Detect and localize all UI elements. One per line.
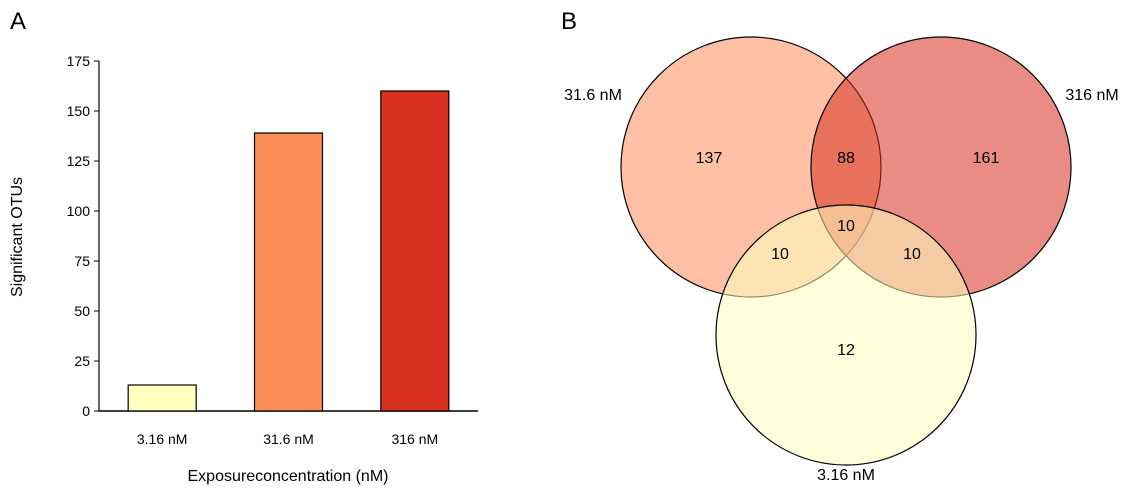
panel-label-b: B [561, 8, 578, 35]
x-tick-label: 3.16 nM [137, 431, 188, 447]
venn-region-count: 10 [903, 246, 921, 263]
y-tick-label: 0 [82, 403, 90, 419]
venn-region-count: 88 [837, 150, 855, 167]
venn-region-count: 137 [696, 150, 723, 167]
y-tick-label: 50 [74, 303, 90, 319]
venn-set-label: 31.6 nM [564, 87, 622, 104]
y-tick-label: 175 [67, 53, 91, 69]
bar [380, 90, 450, 412]
panel-label-a: A [10, 8, 27, 35]
venn-region-labels: 137 161 12 88 10 10 10 [696, 150, 1000, 359]
bar [253, 132, 324, 412]
venn-region-count: 12 [837, 342, 855, 359]
venn-set-label: 3.16 nM [817, 467, 875, 484]
x-tick-label: 31.6 nM [263, 431, 314, 447]
venn-region-count: 10 [837, 218, 855, 235]
bar [127, 384, 197, 412]
y-axis-label: Significant OTUs [9, 177, 26, 297]
x-tick-label: 316 nM [391, 431, 438, 447]
y-tick-label: 150 [67, 103, 91, 119]
bar-marks: 3.16 nM 31.6 nM 316 nM [127, 90, 450, 447]
y-tick-label: 75 [74, 253, 90, 269]
x-axis-label: Exposureconcentration (nM) [188, 468, 389, 485]
y-tick-label: 100 [67, 203, 91, 219]
venn-set-label: 316 nM [1065, 87, 1118, 104]
venn-region-count: 161 [973, 150, 1000, 167]
venn-set-labels: 31.6 nM 316 nM 3.16 nM [564, 87, 1119, 484]
y-tick-label: 25 [74, 353, 90, 369]
y-tick-label: 125 [67, 153, 91, 169]
venn-circle [715, 204, 977, 466]
venn-region-count: 10 [771, 246, 789, 263]
venn-circles [620, 36, 1072, 466]
